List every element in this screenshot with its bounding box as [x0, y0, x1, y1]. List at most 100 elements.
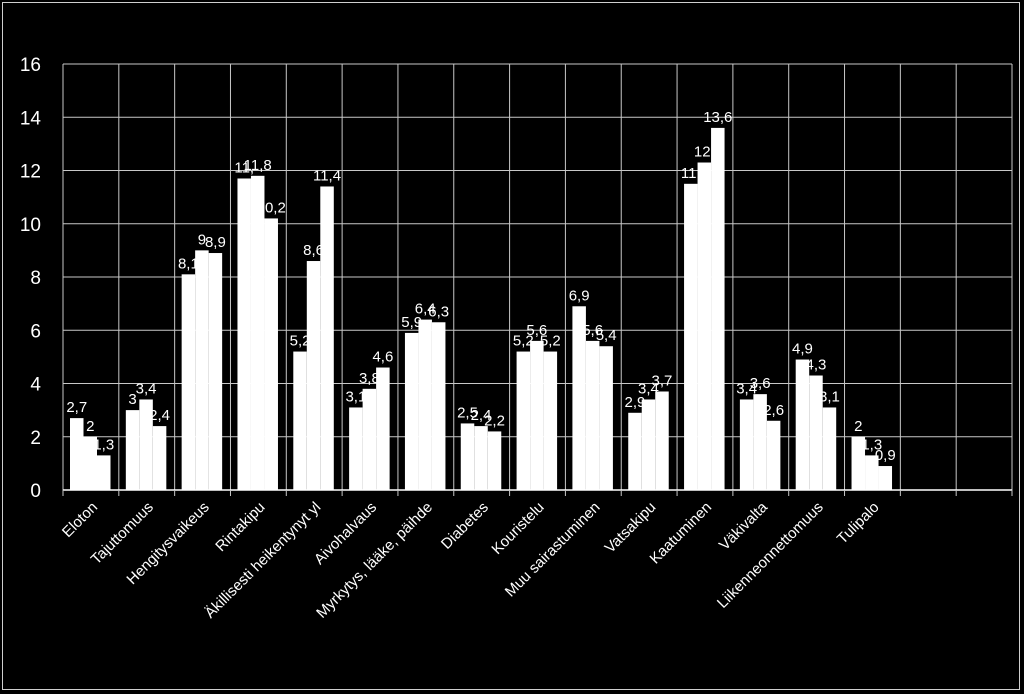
bar	[306, 261, 321, 490]
data-label: 10,2	[257, 199, 286, 216]
data-label: 4,6	[372, 349, 393, 366]
bar	[753, 394, 767, 490]
data-label: 5,2	[513, 333, 534, 350]
data-label: 2,7	[66, 399, 87, 416]
bar	[250, 175, 265, 490]
data-label: 3,8	[359, 370, 380, 387]
bar	[418, 319, 432, 490]
bar	[530, 340, 544, 490]
category-label: Myrkytys, lääke, päihde	[313, 499, 436, 622]
bar	[83, 436, 97, 490]
data-label: 3,4	[736, 380, 757, 397]
data-label: 5,9	[401, 314, 422, 331]
data-label: 4,9	[792, 341, 813, 358]
bar	[655, 391, 669, 490]
data-label: 8,6	[303, 242, 324, 259]
bar	[139, 399, 153, 490]
data-label: 6,4	[415, 301, 436, 318]
y-tick-label: 10	[20, 215, 41, 236]
category-label: Liikenneonnettomuus	[714, 499, 827, 612]
bar	[152, 426, 167, 490]
data-label: 2,6	[763, 402, 784, 419]
data-label: 2,4	[149, 407, 170, 424]
data-label: 11,	[234, 159, 254, 176]
data-label: 0,9	[875, 447, 896, 464]
data-label: 2	[86, 418, 94, 435]
data-label: 11,	[681, 165, 701, 182]
bar	[711, 127, 725, 491]
bar	[851, 436, 866, 490]
bar	[865, 455, 879, 490]
bar	[125, 410, 140, 490]
data-label: 3,6	[750, 375, 771, 392]
bar	[376, 367, 390, 490]
bar	[195, 250, 209, 490]
bar	[516, 351, 531, 490]
y-tick-label: 16	[20, 55, 41, 76]
y-tick-label: 8	[30, 268, 41, 289]
bar	[697, 162, 712, 490]
data-label: 11,8	[244, 157, 272, 174]
bar	[320, 186, 334, 490]
data-label: 2,2	[484, 412, 505, 429]
bar	[795, 359, 810, 490]
data-label: 3,1	[345, 388, 366, 405]
data-label: 5,4	[596, 327, 617, 344]
bar	[293, 351, 307, 490]
data-label: 5,2	[540, 333, 561, 350]
bar	[70, 418, 84, 490]
category-label: Rintakipu	[212, 499, 268, 555]
bar	[766, 420, 781, 490]
data-label: 6,3	[428, 303, 449, 320]
bar	[264, 218, 278, 491]
y-tick-label: 2	[30, 428, 41, 449]
data-label: 2,4	[471, 407, 492, 424]
data-label: 6,9	[569, 287, 590, 304]
bar	[97, 455, 111, 490]
y-tick-label: 12	[20, 162, 41, 183]
data-label: 12,	[694, 144, 715, 161]
data-label: 8,9	[205, 234, 226, 251]
data-label: 9	[198, 231, 206, 248]
category-label: Tulipalo	[834, 499, 883, 548]
data-label: 3,7	[652, 372, 673, 389]
bar	[349, 407, 363, 490]
bar	[460, 423, 475, 490]
bar	[878, 466, 893, 490]
data-label: 13,6	[703, 109, 732, 126]
bar	[809, 375, 823, 490]
category-label: Eloton	[59, 499, 101, 541]
data-label: 2,9	[625, 394, 646, 411]
data-label: 3,4	[136, 380, 157, 397]
data-label: 2	[854, 418, 862, 435]
data-label: 1,3	[93, 436, 114, 453]
bar	[431, 322, 446, 490]
bar	[585, 340, 600, 490]
bar	[822, 407, 837, 490]
y-tick-label: 0	[30, 481, 41, 502]
bar	[543, 351, 558, 490]
bar	[599, 346, 613, 490]
data-label: 5,6	[582, 322, 603, 339]
bar	[181, 274, 196, 490]
category-label: Vatsakipu	[601, 499, 659, 557]
category-label: Diabetes	[438, 499, 492, 553]
y-tick-label: 14	[20, 108, 42, 129]
data-label: 2,5	[457, 404, 478, 421]
bar	[208, 253, 223, 490]
bar	[404, 332, 419, 490]
category-label: Muu sairastuminen	[502, 499, 604, 601]
data-label: 3,1	[819, 388, 840, 405]
data-label: 8,1	[178, 255, 199, 272]
data-label: 3,4	[638, 380, 659, 397]
bar	[641, 399, 656, 490]
data-label: 1,3	[861, 436, 882, 453]
bar	[487, 431, 502, 490]
bar	[739, 399, 754, 490]
bar	[237, 178, 251, 491]
data-label: 11,4	[313, 167, 341, 184]
data-label: 5,6	[526, 322, 547, 339]
y-tick-label: 6	[30, 321, 41, 342]
